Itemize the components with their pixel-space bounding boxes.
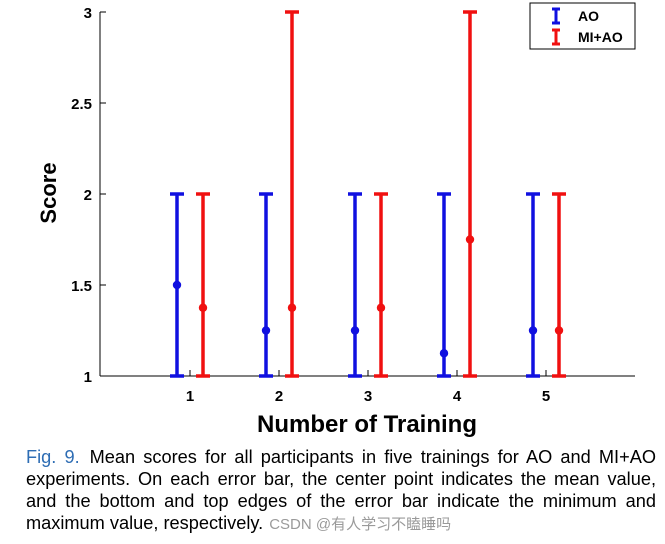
figure-label: Fig. 9. <box>26 447 80 467</box>
y-tick-label: 1 <box>84 369 92 386</box>
series-ao <box>170 192 540 378</box>
mean-point <box>261 326 271 335</box>
mean-point <box>376 303 386 312</box>
x-tick-label: 4 <box>453 388 462 405</box>
y-tick-label: 1.5 <box>71 278 92 295</box>
x-axis-label: Number of Training <box>257 411 477 438</box>
plot-area <box>170 10 566 378</box>
y-tick-label: 2 <box>84 187 92 204</box>
legend-label: MI+AO <box>578 29 623 45</box>
x-tick-label: 2 <box>275 388 283 405</box>
mean-point <box>287 303 297 312</box>
figure-caption: Fig. 9. Mean scores for all participants … <box>26 446 656 536</box>
mean-point <box>439 349 449 358</box>
axes: 1 1.5 2 2.5 3 1 2 3 4 5 <box>71 5 635 405</box>
mean-point <box>554 326 564 335</box>
y-tick-label: 2.5 <box>71 96 92 113</box>
legend-label: AO <box>578 8 599 24</box>
y-axis-label: Score <box>36 162 61 223</box>
y-tick-label: 3 <box>84 5 92 22</box>
x-tick-label: 3 <box>364 388 372 405</box>
x-tick-label: 5 <box>542 388 550 405</box>
mean-point <box>528 326 538 335</box>
legend-box <box>529 2 636 50</box>
watermark: CSDN @有人学习不瞌睡吗 <box>269 516 452 533</box>
mean-point <box>350 326 360 335</box>
x-tick-label: 1 <box>186 388 194 405</box>
series-mi-ao <box>196 10 566 378</box>
mean-point <box>465 235 475 244</box>
error-bar-chart: 1 1.5 2 2.5 3 1 2 3 4 5 AO MI+AO Score Number of T… <box>36 2 636 438</box>
legend: AO MI+AO <box>529 2 636 50</box>
caption-text: Mean scores for all participants in five… <box>26 447 656 533</box>
mean-point <box>172 280 182 290</box>
mean-point <box>198 303 208 312</box>
